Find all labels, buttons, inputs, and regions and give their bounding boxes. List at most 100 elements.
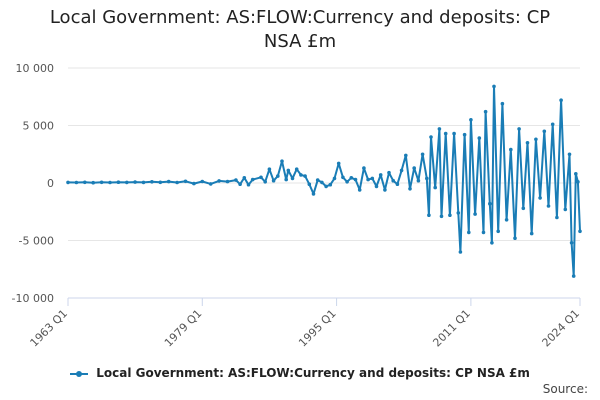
data-point — [74, 180, 79, 185]
data-point — [399, 168, 404, 173]
data-point — [542, 129, 547, 134]
data-point — [504, 218, 509, 222]
data-point — [366, 177, 370, 182]
data-point — [324, 184, 328, 189]
data-point — [290, 176, 295, 181]
data-point — [416, 178, 421, 183]
legend[interactable]: Local Government: AS:FLOW:Currency and d… — [0, 366, 600, 380]
data-point — [311, 192, 316, 196]
source-label[interactable]: Source: — [542, 382, 588, 396]
data-point — [238, 182, 242, 186]
data-point — [341, 175, 345, 180]
data-point — [481, 230, 486, 235]
data-point — [412, 166, 417, 170]
data-point — [458, 250, 463, 254]
data-point — [427, 213, 431, 217]
data-point — [546, 204, 551, 208]
data-point — [83, 180, 87, 185]
data-point — [303, 174, 307, 178]
data-point — [284, 177, 289, 182]
data-point — [217, 179, 221, 183]
data-point — [345, 180, 349, 184]
data-point — [469, 118, 473, 122]
data-point — [509, 147, 513, 152]
x-tick-label: 2024 Q1 — [540, 307, 583, 350]
data-point — [192, 181, 196, 186]
data-point — [320, 180, 324, 185]
data-point — [425, 176, 429, 181]
data-point — [183, 179, 188, 184]
data-point — [362, 166, 366, 170]
data-point — [353, 177, 358, 182]
data-point — [569, 241, 574, 245]
data-point — [332, 176, 337, 181]
data-point — [496, 229, 501, 234]
data-point — [225, 179, 230, 184]
data-point — [439, 214, 444, 219]
x-tick-label: 1963 Q1 — [28, 307, 71, 350]
data-point — [559, 98, 563, 102]
data-point — [242, 176, 247, 180]
chart-title: Local Government: AS:FLOW:Currency and d… — [0, 6, 600, 54]
data-point — [395, 182, 400, 186]
data-point — [280, 159, 284, 163]
data-point — [315, 178, 320, 182]
data-point — [328, 182, 333, 187]
data-point — [271, 178, 276, 183]
data-point — [166, 179, 171, 184]
data-point — [525, 141, 530, 145]
data-point — [571, 274, 576, 278]
data-point — [567, 152, 572, 157]
data-point — [488, 201, 492, 206]
legend-line-marker-icon — [70, 369, 89, 379]
data-point — [250, 177, 255, 182]
data-point — [448, 213, 452, 217]
data-point — [378, 173, 383, 177]
data-point — [473, 212, 477, 216]
data-point — [374, 184, 379, 189]
x-tick-label: 1979 Q1 — [162, 307, 205, 350]
data-point — [336, 161, 341, 166]
data-point — [108, 180, 112, 185]
data-point — [246, 182, 251, 187]
data-point — [286, 168, 291, 173]
data-point — [490, 241, 494, 245]
data-point — [477, 136, 482, 140]
data-point — [175, 180, 179, 185]
data-point — [408, 187, 412, 191]
data-point — [133, 180, 137, 184]
data-point — [383, 188, 387, 192]
data-point — [234, 178, 238, 182]
data-point — [555, 215, 559, 220]
data-point — [517, 127, 521, 131]
data-point — [294, 167, 299, 171]
data-point — [452, 131, 456, 136]
data-point — [467, 230, 471, 235]
data-point — [529, 231, 534, 236]
data-point — [150, 180, 154, 184]
data-point — [99, 180, 104, 185]
data-point — [259, 175, 263, 180]
data-point — [200, 179, 205, 184]
y-tick-label: 10 000 — [16, 62, 55, 75]
data-point — [420, 152, 425, 157]
data-point — [550, 122, 555, 127]
x-tick-label: 1995 Q1 — [296, 307, 339, 350]
data-point — [492, 84, 496, 89]
data-point — [116, 180, 121, 184]
data-point — [91, 180, 95, 185]
data-point — [357, 188, 362, 192]
data-point — [404, 153, 408, 158]
data-point — [534, 137, 538, 142]
data-point — [576, 180, 580, 184]
data-point — [456, 211, 461, 215]
data-point — [370, 176, 375, 181]
data-point — [429, 135, 433, 139]
data-point — [433, 185, 438, 190]
data-point — [578, 229, 582, 234]
data-point — [538, 196, 542, 200]
data-point — [563, 207, 568, 212]
legend-label: Local Government: AS:FLOW:Currency and d… — [96, 366, 530, 380]
